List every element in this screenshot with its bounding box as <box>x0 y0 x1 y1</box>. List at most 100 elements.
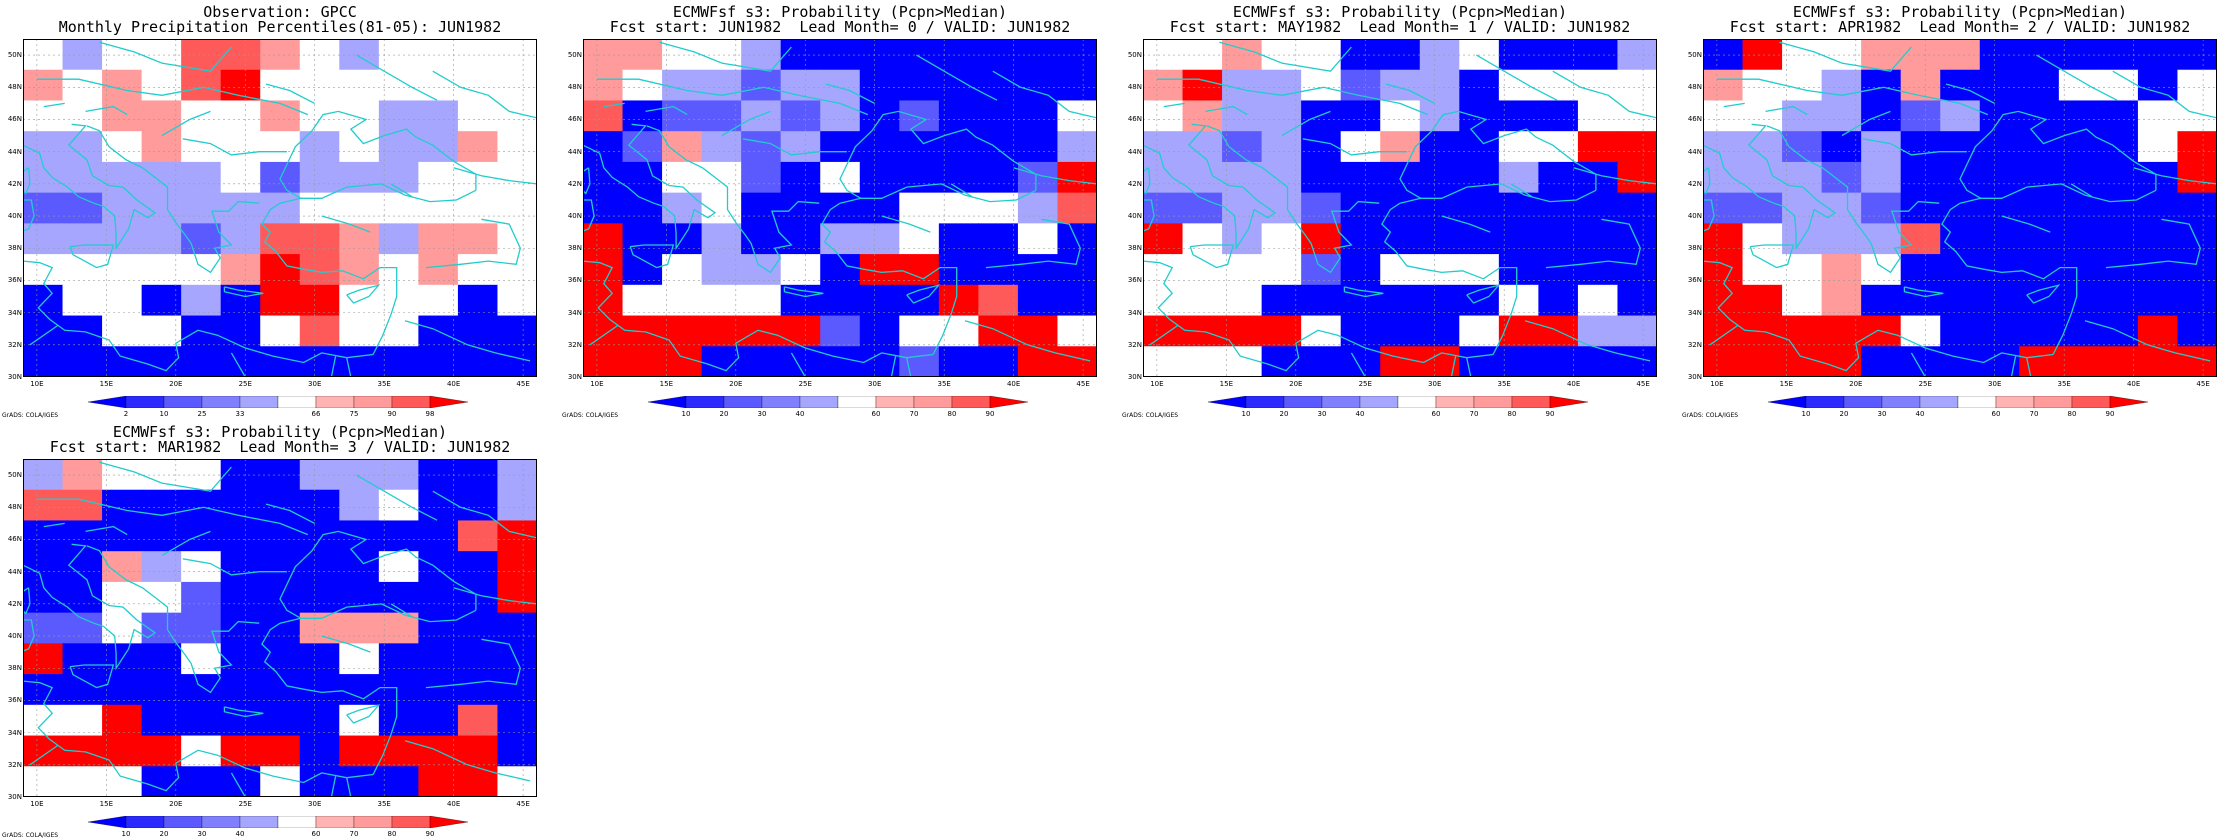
coastline <box>1510 183 1533 198</box>
grid-cell <box>1301 100 1342 132</box>
grid-cell <box>497 459 537 491</box>
grid-cell <box>820 284 861 317</box>
grid-cell <box>820 346 861 377</box>
grid-cell <box>899 100 940 132</box>
grid-cell <box>1017 284 1059 317</box>
coastline <box>321 215 371 233</box>
lon-tick-label: 40E <box>1006 380 1021 388</box>
grid-cell <box>701 100 742 132</box>
colorbar-segment <box>1397 396 1437 408</box>
colorbar-segment <box>429 816 468 828</box>
coastline <box>1703 260 2054 372</box>
grid-cell <box>1577 39 1619 71</box>
grid-cell <box>622 192 663 224</box>
grid-cell <box>62 489 103 522</box>
grid-cell <box>622 69 663 102</box>
colorbar-segment <box>1321 396 1361 408</box>
coastline <box>2010 355 2017 377</box>
grid-cell <box>2058 346 2099 377</box>
grid-cell <box>497 612 537 644</box>
grid-cell <box>1782 161 1823 194</box>
lon-tick-label: 20E <box>729 380 743 388</box>
grid-cell <box>497 766 537 797</box>
coastline <box>182 138 287 156</box>
colorbar-label: 90 <box>985 410 995 418</box>
grid-cell <box>859 315 900 347</box>
colorbar-label: 98 <box>425 410 435 418</box>
coastline <box>2001 215 2051 233</box>
grid-cell <box>23 315 64 347</box>
grid-cell <box>1538 223 1579 255</box>
colorbar-segment <box>1919 396 1959 408</box>
grid-cell <box>181 131 222 163</box>
coastline <box>223 706 264 718</box>
coastline <box>321 635 371 653</box>
lat-tick-label: 40N <box>7 212 22 221</box>
map-svg <box>583 39 1097 377</box>
grid-cell <box>418 100 459 132</box>
grid-cell <box>1577 192 1619 224</box>
colorbar <box>88 396 468 408</box>
grid-cell <box>418 161 459 194</box>
grid-cell <box>457 643 499 675</box>
grid-cell <box>1143 315 1184 347</box>
colorbar-label: 33 <box>235 410 245 418</box>
grid-cell <box>1261 100 1302 132</box>
grid-cell <box>1017 192 1059 224</box>
grid-cell <box>1340 315 1381 347</box>
lat-tick-label: 32N <box>7 760 22 769</box>
grid-cell <box>418 520 459 552</box>
grid-cell <box>299 520 340 552</box>
grid-cell <box>457 223 499 255</box>
grid-cell <box>1261 284 1302 317</box>
grid-cell <box>299 704 340 737</box>
grid-cell <box>497 551 537 583</box>
grid-cell <box>378 346 419 377</box>
grid-cell <box>220 520 261 552</box>
grid-cell <box>701 161 742 194</box>
grid-cell <box>583 223 624 255</box>
grid-cell <box>1380 69 1421 102</box>
grid-cell <box>1057 39 1097 71</box>
grid-cell <box>378 704 419 737</box>
grid-cell <box>1703 69 1744 102</box>
map-panel: ECMWFsf s3: Probability (Pcpn>Median) Fcs… <box>1120 0 1680 420</box>
grid-cell <box>1538 161 1579 194</box>
grid-cell <box>418 766 459 797</box>
map-panel: ECMWFsf s3: Probability (Pcpn>Median) Fcs… <box>560 0 1120 420</box>
grid-cell <box>339 612 380 644</box>
grid-cell <box>497 315 537 347</box>
coastline <box>279 530 477 619</box>
colorbar-label: 75 <box>349 410 359 418</box>
grid-cell <box>2058 192 2099 224</box>
grid-cell <box>457 69 499 102</box>
grid-cell <box>820 69 861 102</box>
grid-cell <box>418 459 459 491</box>
grid-cell <box>23 223 64 255</box>
lon-tick-label: 35E <box>1497 380 1511 388</box>
colorbar-label: 90 <box>2105 410 2115 418</box>
grid-cell <box>220 100 261 132</box>
grid-cell <box>662 100 703 132</box>
grid-cell <box>1057 346 1097 377</box>
grid-cell <box>1459 131 1500 163</box>
coastline <box>721 110 771 137</box>
map-frame <box>583 39 1097 377</box>
map-area <box>23 459 537 797</box>
map-panel: Observation: GPCC Monthly Precipitation P… <box>0 0 560 420</box>
grid-cell <box>497 346 537 377</box>
map-area <box>1703 39 2217 377</box>
lon-tick-label: 45E <box>516 800 530 808</box>
grid-cell <box>23 735 64 767</box>
lat-tick-label: 30N <box>1687 373 1702 381</box>
colorbar-label: 30 <box>1317 410 1327 418</box>
grid-cell <box>820 100 861 132</box>
grid-cell <box>583 284 624 317</box>
coastline <box>230 352 246 377</box>
coastline <box>916 54 998 101</box>
colorbar-label: 2 <box>123 410 129 418</box>
grid-cell <box>378 192 419 224</box>
grid-cell <box>1577 223 1619 255</box>
colorbar-segment <box>989 396 1028 408</box>
grid-cell <box>102 39 143 71</box>
